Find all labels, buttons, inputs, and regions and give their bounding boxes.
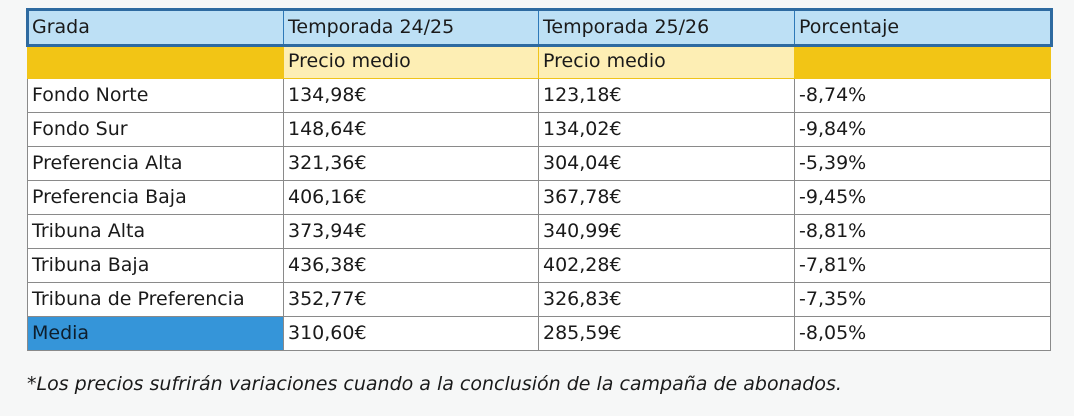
cell-price-25-26: 304,04€ [538,146,795,181]
cell-price-25-26: 123,18€ [538,78,795,113]
cell-price-24-25: 436,38€ [283,248,539,283]
subheader-precio-medio-24-25: Precio medio [283,44,539,79]
cell-media-price-25-26: 285,59€ [538,316,795,351]
cell-percentage: -8,74% [794,78,1051,113]
cell-price-24-25: 321,36€ [283,146,539,181]
cell-price-24-25: 373,94€ [283,214,539,249]
cell-grada: Fondo Norte [27,78,284,113]
table-row: Tribuna de Preferencia 352,77€ 326,83€ -… [27,282,1051,317]
header-grada: Grada [27,9,284,45]
price-table-container: Grada Temporada 24/25 Temporada 25/26 Po… [25,7,1053,351]
table-row: Fondo Norte 134,98€ 123,18€ -8,74% [27,78,1051,113]
cell-percentage: -7,35% [794,282,1051,317]
header-porcentaje: Porcentaje [794,9,1051,45]
table-row: Tribuna Baja 436,38€ 402,28€ -7,81% [27,248,1051,283]
cell-grada: Tribuna Baja [27,248,284,283]
cell-price-25-26: 326,83€ [538,282,795,317]
cell-price-25-26: 134,02€ [538,112,795,147]
cell-media-price-24-25: 310,60€ [283,316,539,351]
price-table: Grada Temporada 24/25 Temporada 25/26 Po… [25,7,1053,351]
cell-price-24-25: 406,16€ [283,180,539,215]
cell-price-25-26: 367,78€ [538,180,795,215]
cell-grada: Preferencia Baja [27,180,284,215]
footnote: *Los precios sufrirán variaciones cuando… [27,373,842,395]
cell-grada: Preferencia Alta [27,146,284,181]
cell-percentage: -8,81% [794,214,1051,249]
cell-price-24-25: 352,77€ [283,282,539,317]
table-row: Fondo Sur 148,64€ 134,02€ -9,84% [27,112,1051,147]
cell-grada: Fondo Sur [27,112,284,147]
subheader-row: Precio medio Precio medio [27,44,1051,79]
header-row: Grada Temporada 24/25 Temporada 25/26 Po… [25,7,1053,47]
subheader-empty [794,44,1051,79]
cell-percentage: -5,39% [794,146,1051,181]
cell-media-label: Media [27,316,284,351]
subheader-precio-medio-25-26: Precio medio [538,44,795,79]
cell-media-percentage: -8,05% [794,316,1051,351]
table-row: Tribuna Alta 373,94€ 340,99€ -8,81% [27,214,1051,249]
subheader-empty [27,44,284,79]
table-row: Preferencia Baja 406,16€ 367,78€ -9,45% [27,180,1051,215]
header-temporada-25-26: Temporada 25/26 [538,9,795,45]
cell-grada: Tribuna Alta [27,214,284,249]
cell-percentage: -9,45% [794,180,1051,215]
cell-percentage: -9,84% [794,112,1051,147]
cell-price-24-25: 148,64€ [283,112,539,147]
cell-price-24-25: 134,98€ [283,78,539,113]
cell-percentage: -7,81% [794,248,1051,283]
cell-grada: Tribuna de Preferencia [27,282,284,317]
table-row: Preferencia Alta 321,36€ 304,04€ -5,39% [27,146,1051,181]
cell-price-25-26: 340,99€ [538,214,795,249]
media-row: Media 310,60€ 285,59€ -8,05% [27,316,1051,351]
header-temporada-24-25: Temporada 24/25 [283,9,539,45]
cell-price-25-26: 402,28€ [538,248,795,283]
